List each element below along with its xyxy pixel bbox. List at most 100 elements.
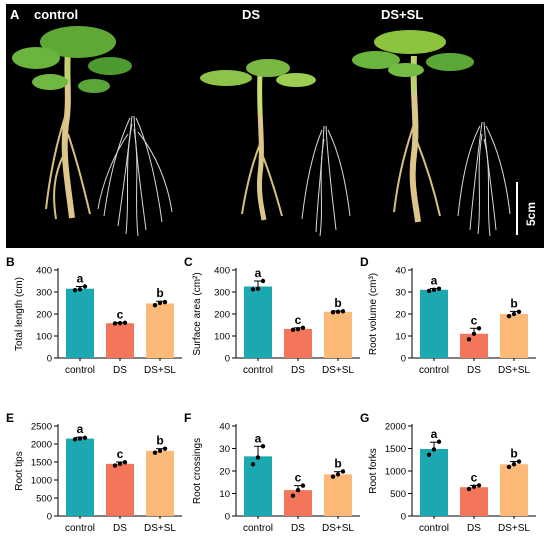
y-tick-label-b-200: 200 [36, 310, 52, 321]
data-point-b-control-1 [72, 288, 78, 293]
data-point-d-control-3 [436, 286, 442, 291]
data-point-d-dssl-2 [511, 311, 517, 317]
data-point-d-ds-2 [471, 331, 477, 336]
x-tick-label-e-control: control [65, 523, 95, 534]
y-tick-label-b-0: 0 [47, 354, 52, 365]
data-point-b-control-2 [77, 287, 83, 292]
significance-letter-c-control: a [255, 266, 262, 280]
data-point-g-ds-3 [476, 483, 482, 488]
bar-d-control [420, 289, 448, 358]
data-point-e-control-2 [77, 436, 83, 441]
y-axis-label-b: Total length (cm) [14, 277, 25, 351]
data-point-e-ds-3 [122, 460, 128, 465]
x-tick-label-c-ds: DS [291, 365, 305, 376]
y-tick-label-g-1500: 1500 [385, 444, 406, 455]
significance-letter-c-ds: c [295, 313, 302, 327]
data-point-c-control-1 [250, 287, 256, 292]
data-point-c-dssl-1 [330, 310, 336, 315]
bar-d-dssl [500, 314, 528, 358]
significance-letter-e-dssl: b [156, 434, 163, 448]
y-tick-label-d-30: 30 [395, 288, 406, 299]
data-point-b-ds-1 [112, 321, 118, 326]
y-axis-label-f: Root crossings [192, 438, 203, 504]
data-point-e-control-1 [72, 437, 78, 442]
bar-g-dssl [500, 464, 528, 516]
data-point-f-ds-1 [290, 493, 296, 498]
data-point-c-dssl-2 [335, 309, 341, 314]
y-tick-label-d-20: 20 [395, 310, 406, 321]
y-axis-label-g: Root forks [368, 448, 379, 494]
data-point-b-ds-3 [122, 320, 128, 325]
panel-letter-b: B [6, 255, 15, 269]
significance-letter-c-dssl: b [334, 296, 341, 310]
panel-letter-f: F [184, 411, 191, 425]
y-tick-label-g-1000: 1000 [385, 467, 406, 478]
significance-letter-e-ds: c [117, 447, 124, 461]
y-tick-label-f-20: 20 [219, 467, 230, 478]
bar-e-dssl [146, 450, 174, 516]
data-point-b-dssl-1 [152, 303, 158, 308]
data-point-d-control-2 [431, 287, 437, 292]
y-tick-label-c-100: 100 [214, 332, 230, 343]
plant-photo: A control DS DS+SL 5cm [6, 4, 544, 248]
x-tick-label-e-ds: DS [113, 523, 127, 534]
y-tick-label-f-0: 0 [225, 512, 230, 523]
y-axis-label-c: Surface area (cm²) [192, 272, 203, 355]
bar-c-ds [284, 328, 312, 358]
bar-d-ds [460, 333, 488, 358]
data-point-e-dssl-3 [162, 446, 168, 451]
data-point-f-control-1 [250, 462, 256, 467]
x-tick-label-g-dssl: DS+SL [498, 523, 530, 534]
data-point-g-dssl-1 [506, 464, 512, 470]
significance-letter-g-dssl: b [510, 447, 517, 461]
dssl-root-scan [457, 121, 511, 237]
data-point-b-control-3 [82, 284, 88, 289]
data-point-e-control-3 [82, 435, 88, 441]
panel-letter-e: E [6, 411, 14, 425]
data-point-g-control-1 [426, 452, 432, 457]
bar-b-dssl [146, 303, 174, 358]
x-tick-label-d-ds: DS [467, 365, 481, 376]
y-tick-label-c-300: 300 [214, 288, 230, 299]
data-point-e-ds-1 [112, 463, 118, 468]
photo-label-control: control [34, 7, 78, 22]
data-point-d-ds-3 [476, 326, 482, 331]
data-point-e-dssl-2 [157, 448, 163, 454]
bar-f-control [244, 456, 272, 516]
y-tick-label-e-2000: 2000 [31, 440, 52, 451]
x-tick-label-c-dssl: DS+SL [322, 365, 354, 376]
bar-e-ds [106, 463, 134, 516]
dssl-plant-illustration [352, 30, 474, 223]
y-tick-label-g-500: 500 [390, 489, 406, 500]
data-point-c-ds-1 [290, 327, 296, 333]
data-point-c-dssl-3 [340, 309, 346, 314]
data-point-g-ds-2 [471, 484, 477, 489]
x-tick-label-b-ds: DS [113, 365, 127, 376]
bar-c-dssl [324, 311, 352, 358]
panel-letter-c: C [184, 255, 193, 269]
y-tick-label-g-0: 0 [401, 512, 406, 523]
data-point-d-dssl-3 [516, 309, 522, 314]
x-tick-label-g-control: control [419, 523, 449, 534]
significance-letter-d-dssl: b [510, 296, 517, 310]
data-point-g-control-2 [431, 447, 437, 452]
data-point-f-control-2 [255, 455, 261, 460]
data-point-c-ds-2 [295, 326, 301, 332]
y-axis-label-d: Root volume (cm³) [368, 273, 379, 355]
x-tick-label-b-dssl: DS+SL [144, 365, 176, 376]
significance-letter-f-ds: c [295, 471, 302, 485]
x-tick-label-e-dssl: DS+SL [144, 523, 176, 534]
x-tick-label-c-control: control [243, 365, 273, 376]
x-tick-label-f-control: control [243, 523, 273, 534]
y-tick-label-e-500: 500 [36, 494, 52, 505]
significance-letter-b-control: a [77, 272, 84, 286]
y-tick-label-g-2000: 2000 [385, 422, 406, 433]
bar-b-ds [106, 323, 134, 358]
data-point-g-dssl-2 [511, 462, 517, 467]
ds-root-scan [301, 125, 351, 237]
y-tick-label-c-200: 200 [214, 310, 230, 321]
y-tick-label-f-30: 30 [219, 444, 230, 455]
y-tick-label-b-100: 100 [36, 332, 52, 343]
y-tick-label-e-1000: 1000 [31, 476, 52, 487]
y-tick-label-d-0: 0 [401, 354, 406, 365]
